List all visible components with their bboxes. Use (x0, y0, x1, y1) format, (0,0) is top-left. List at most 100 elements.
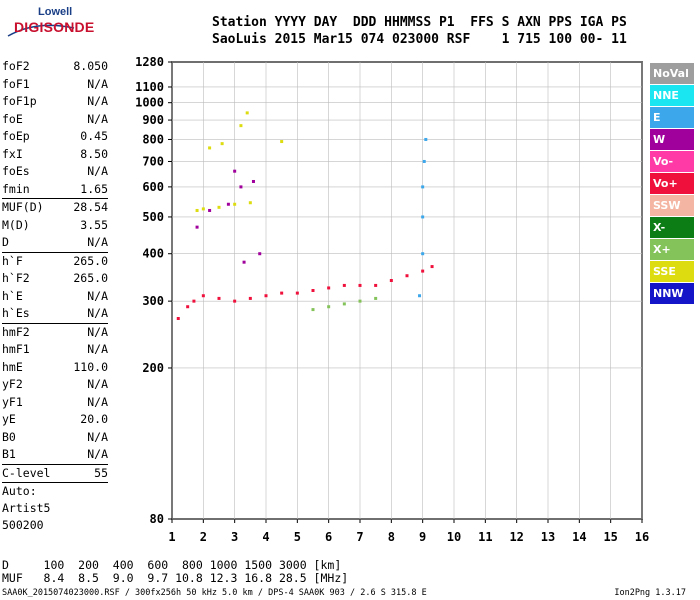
param-row-0: foF2 8.050 (2, 58, 108, 76)
param-key: C-level (2, 465, 51, 480)
data-point (251, 179, 255, 183)
data-point (358, 299, 362, 303)
data-point (220, 142, 224, 146)
data-point (248, 296, 252, 300)
param-key: foEp (2, 129, 30, 143)
footer-muf-row: MUF 8.4 8.5 9.0 9.7 10.8 12.3 16.8 28.5 … (2, 571, 349, 585)
x-tick-label: 10 (447, 530, 461, 544)
data-point (374, 296, 378, 300)
x-tick-label: 11 (478, 530, 492, 544)
param-value: 265.0 (73, 271, 108, 285)
auto-l2: Artist5 (2, 501, 51, 515)
param-row-1: foF1 N/A (2, 76, 108, 94)
plot-frame (171, 61, 643, 520)
data-point (186, 305, 190, 309)
param-value: N/A (87, 111, 108, 126)
data-point (422, 159, 426, 163)
auto-l1: Auto: (2, 484, 37, 498)
data-point (208, 208, 212, 212)
param-separator (2, 251, 108, 253)
x-tick-label: 12 (509, 530, 523, 544)
param-value: N/A (87, 306, 108, 320)
x-tick-label: 7 (356, 530, 363, 544)
param-key: D (2, 235, 9, 249)
legend-item-vo: Vo+ (650, 173, 694, 194)
parameter-table: foF2 8.050 foF1 N/A foF1p N/A foE N/A foEp 0.45 fx… (2, 58, 108, 534)
data-point (342, 302, 346, 306)
x-tick-label: 3 (231, 530, 238, 544)
param-key: foF2 (2, 59, 30, 73)
param-row-4: foEp 0.45 (2, 128, 108, 146)
x-tick-label: 15 (603, 530, 617, 544)
x-tick-label: 13 (541, 530, 555, 544)
param-value: 1.65 (80, 181, 108, 196)
data-point (233, 299, 237, 303)
param-value: N/A (87, 76, 108, 91)
param-key: MUF(D) (2, 200, 44, 214)
param-key: fxI (2, 146, 23, 161)
param-value: N/A (87, 235, 108, 249)
param-value: 20.0 (80, 412, 108, 426)
data-point (421, 269, 425, 273)
param-value: 8.050 (73, 59, 108, 73)
param-row-15: hmF2 N/A (2, 324, 108, 342)
param-key: h`Es (2, 306, 30, 320)
data-point (258, 252, 262, 256)
legend-item-nne: NNE (650, 85, 694, 106)
param-key: h`F2 (2, 271, 30, 285)
data-point (239, 185, 243, 189)
x-tick-label: 14 (572, 530, 586, 544)
param-value: 55 (94, 465, 108, 480)
data-point (311, 289, 315, 292)
data-point (424, 137, 428, 141)
param-value: 28.54 (73, 200, 108, 214)
param-row-13: h`E N/A (2, 288, 108, 306)
param-value: N/A (87, 324, 108, 339)
param-value: 0.45 (80, 129, 108, 143)
legend-item-e: E (650, 107, 694, 128)
y-tick-label: 700 (142, 154, 164, 168)
data-point (342, 283, 346, 287)
data-point (239, 124, 243, 128)
data-point (389, 279, 393, 283)
param-row-14: h`Es N/A (2, 305, 108, 323)
digisonde-logo: Lowell DIGISONDE (6, 6, 94, 42)
data-point (418, 294, 422, 298)
data-point (421, 252, 425, 256)
data-point (327, 286, 331, 290)
data-point (242, 260, 246, 264)
y-tick-label: 500 (142, 210, 164, 224)
param-row-20: yE 20.0 (2, 411, 108, 429)
param-key: foE (2, 111, 23, 126)
data-point (226, 202, 230, 206)
data-point (405, 274, 409, 278)
param-value: N/A (87, 342, 108, 356)
data-point (374, 283, 378, 287)
param-row-12: h`F2 265.0 (2, 270, 108, 288)
polarization-legend: NoVal NNE E W Vo- Vo+ SSW X- X+ SSE NNW (650, 63, 694, 305)
data-point (327, 305, 331, 309)
x-tick-label: 2 (200, 530, 207, 544)
param-separator (2, 322, 108, 324)
param-key: hmF1 (2, 342, 30, 356)
legend-item-x: X- (650, 217, 694, 238)
data-point (421, 215, 425, 219)
header-line2: SaoLuis 2015 Mar15 074 023000 RSF 1 715 … (212, 32, 627, 47)
param-value: N/A (87, 377, 108, 391)
y-tick-label: 900 (142, 113, 164, 127)
y-tick-label: 400 (142, 247, 164, 261)
param-separator (2, 198, 108, 199)
param-row-6: foEs N/A (2, 163, 108, 181)
legend-item-x: X+ (650, 239, 694, 260)
y-tick-label: 1280 (135, 55, 164, 69)
footer-distance-row: D 100 200 400 600 800 1000 1500 3000 [km… (2, 558, 342, 572)
auto-l3: 500200 (2, 518, 44, 532)
data-point (217, 296, 221, 300)
param-row-18: yF2 N/A (2, 376, 108, 394)
param-row-7: fmin 1.65 (2, 181, 108, 199)
data-point (233, 202, 237, 206)
param-row-8: MUF(D) 28.54 (2, 199, 108, 217)
param-key: h`E (2, 288, 23, 303)
x-tick-label: 6 (325, 530, 332, 544)
data-point (195, 208, 199, 212)
